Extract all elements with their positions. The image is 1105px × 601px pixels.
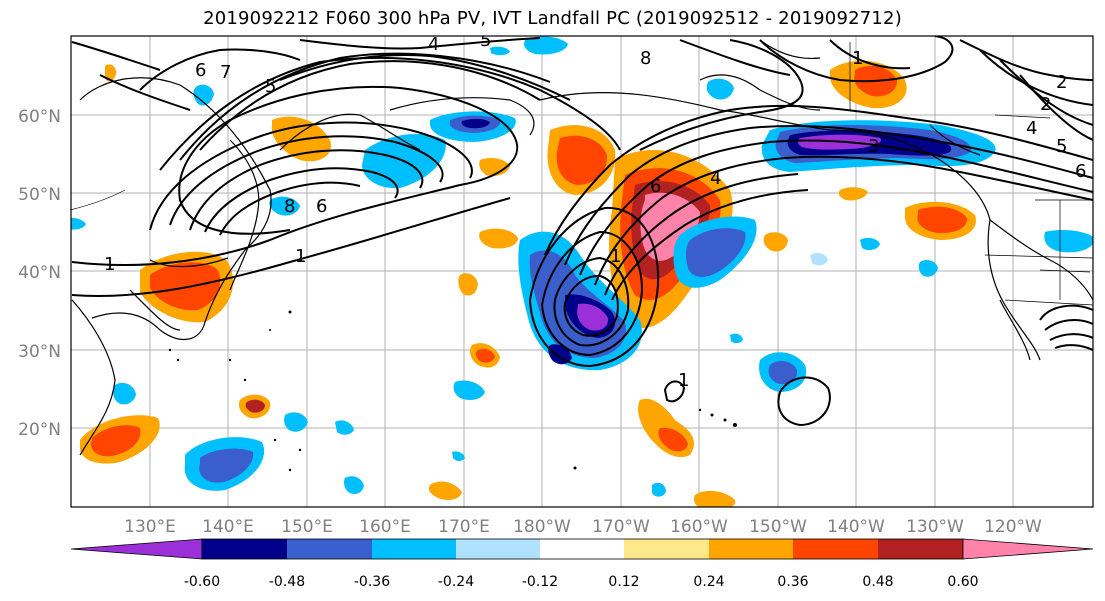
colorbar: -0.60 -0.48 -0.36 -0.24 -0.12 0.12 0.24 … xyxy=(70,538,1094,590)
contour-label: 6 xyxy=(316,196,327,217)
lon-tick-labels: 130°E 140°E 150°E 160°E 170°E 180°W 170°… xyxy=(124,517,1042,537)
colorbar-cell xyxy=(624,539,709,559)
contour-lines xyxy=(71,36,1093,427)
contour-label: 6 xyxy=(1075,161,1086,182)
contour-label: 5 xyxy=(1056,136,1067,157)
lat-tick-label: 60°N xyxy=(18,107,61,127)
map-content: 4 5 6 7 8 5 6 8 1 1 1 6 1 4 2 3 2 4 5 6 … xyxy=(71,30,1093,507)
contour-label: 1 xyxy=(104,254,115,275)
contour-label: 1 xyxy=(610,246,621,267)
contour-label: 1 xyxy=(678,370,689,391)
contour-label: 2 xyxy=(1040,94,1051,115)
lon-tick-label: 140°W xyxy=(827,517,885,537)
colorbar-cell xyxy=(287,539,372,559)
lon-tick-label: 160°W xyxy=(670,517,728,537)
contour-labels: 4 5 6 7 8 5 6 8 1 1 1 6 1 4 2 3 2 4 5 6 … xyxy=(104,30,1086,391)
colorbar-tick-label: -0.60 xyxy=(184,574,220,590)
colorbar-tick-label: 0.60 xyxy=(947,574,978,590)
lon-tick-label: 130°W xyxy=(906,517,964,537)
contour-label: 2 xyxy=(1056,72,1067,93)
colorbar-cell xyxy=(709,539,793,559)
contour-label: 1 xyxy=(852,48,863,69)
lat-tick-labels: 60°N 50°N 40°N 30°N 20°N xyxy=(18,107,61,440)
island-marks xyxy=(168,310,737,472)
contour-label: 5 xyxy=(265,76,276,97)
colorbar-cell xyxy=(372,539,456,559)
lon-tick-label: 150°W xyxy=(749,517,807,537)
lat-tick-label: 50°N xyxy=(18,185,61,205)
map-frame xyxy=(70,35,1094,508)
lon-tick-label: 170°W xyxy=(592,517,650,537)
coastlines xyxy=(71,39,1093,456)
lon-tick-label: 180°W xyxy=(513,517,571,537)
contour-label: 6 xyxy=(195,60,206,81)
lat-tick-label: 30°N xyxy=(18,342,61,362)
colorbar-tick-label: 0.12 xyxy=(608,574,639,590)
contour-label: 1 xyxy=(295,246,306,267)
contour-label: 4 xyxy=(710,168,721,189)
contour-label: 5 xyxy=(480,30,491,51)
colorbar-tick-label: 0.48 xyxy=(862,574,893,590)
colorbar-cell xyxy=(456,539,540,559)
lat-tick-label: 40°N xyxy=(18,263,61,283)
contour-label: 8 xyxy=(284,196,295,217)
borders xyxy=(71,42,1093,306)
colorbar-cell xyxy=(202,539,287,559)
pv-negative-shading xyxy=(71,36,1093,497)
colorbar-extend-max xyxy=(962,538,1094,560)
colorbar-tick-label: -0.36 xyxy=(354,574,390,590)
contour-label: 6 xyxy=(650,176,661,197)
contour-label: 8 xyxy=(640,48,651,69)
contour-label: 3 xyxy=(868,136,879,157)
colorbar-tick-label: -0.48 xyxy=(269,574,305,590)
contour-label: 7 xyxy=(220,62,231,83)
lon-tick-label: 160°E xyxy=(359,517,411,537)
colorbar-cell xyxy=(540,539,624,559)
contour-label: 4 xyxy=(428,34,439,55)
contour-label: 4 xyxy=(1026,118,1037,139)
colorbar-tick-label: 0.24 xyxy=(693,574,724,590)
lon-tick-label: 170°E xyxy=(438,517,490,537)
lat-tick-label: 20°N xyxy=(18,420,61,440)
colorbar-extend-min xyxy=(70,538,203,560)
map-title: 2019092212 F060 300 hPa PV, IVT Landfall… xyxy=(203,8,902,29)
colorbar-tick-label: 0.36 xyxy=(777,574,808,590)
lon-tick-label: 140°E xyxy=(202,517,254,537)
colorbar-cell xyxy=(878,539,963,559)
colorbar-cell xyxy=(793,539,878,559)
colorbar-cells xyxy=(201,538,964,560)
colorbar-tick-labels: -0.60 -0.48 -0.36 -0.24 -0.12 0.12 0.24 … xyxy=(184,574,979,590)
colorbar-tick-label: -0.24 xyxy=(438,574,474,590)
lon-tick-label: 150°E xyxy=(281,517,333,537)
lon-tick-label: 120°W xyxy=(984,517,1042,537)
colorbar-tick-label: -0.12 xyxy=(522,574,558,590)
lon-tick-label: 130°E xyxy=(124,517,176,537)
